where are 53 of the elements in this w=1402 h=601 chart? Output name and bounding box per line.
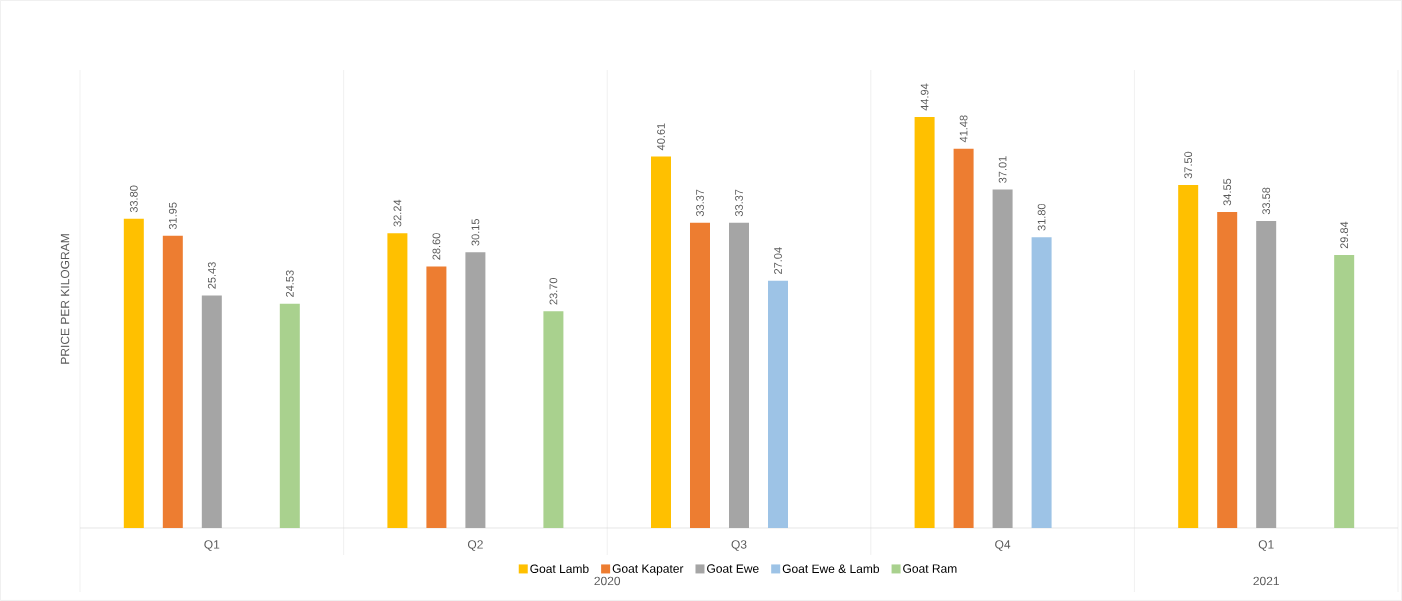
bar	[201, 295, 222, 528]
bar	[1031, 237, 1052, 528]
x-tick-label: Q3	[731, 540, 747, 551]
legend-label: Goat Ewe & Lamb	[782, 564, 880, 573]
bar	[123, 218, 144, 528]
data-label: 30.15	[471, 219, 480, 246]
data-label: 37.01	[998, 156, 1007, 183]
data-label: 44.94	[920, 83, 929, 111]
bar	[162, 235, 183, 528]
bar	[953, 148, 974, 528]
legend-label: Goat Lamb	[530, 564, 589, 573]
bar	[914, 116, 935, 528]
data-label: 33.80	[129, 185, 138, 213]
bar	[651, 156, 671, 528]
legend-label: Goat Kapater	[612, 564, 684, 576]
bar	[426, 266, 447, 528]
data-label: 23.70	[549, 277, 558, 305]
data-label: 25.43	[207, 262, 216, 289]
x-tick-label: Q1	[204, 540, 220, 551]
data-label: 28.60	[432, 233, 441, 260]
bar	[729, 222, 749, 528]
bar	[1256, 220, 1277, 528]
bar	[543, 311, 564, 528]
data-label: 32.24	[393, 199, 402, 227]
x-tick-label: Q4	[995, 540, 1011, 551]
legend-label: Goat Ram	[903, 564, 957, 573]
data-label: 27.04	[774, 247, 782, 274]
data-label: 24.53	[285, 270, 294, 297]
bar	[465, 252, 486, 528]
legend-label: Goat Ewe	[707, 564, 759, 573]
bar	[279, 303, 300, 528]
text: 2020	[594, 576, 621, 586]
bar	[768, 280, 788, 528]
bar	[1334, 255, 1355, 528]
data-label: 40.61	[657, 123, 665, 151]
bar	[690, 222, 710, 528]
data-label: 31.80	[1037, 203, 1046, 231]
data-label: 33.37	[696, 189, 704, 217]
bar	[992, 189, 1013, 528]
x-tick-label: Q2	[467, 540, 483, 551]
data-label: 34.55	[1223, 178, 1232, 206]
data-label: 33.58	[1262, 187, 1271, 215]
data-label: 37.50	[1184, 151, 1193, 179]
data-label: 41.48	[959, 115, 968, 143]
bar	[1178, 185, 1199, 528]
y-axis-title: PRICE PER KILOGRAM	[60, 234, 70, 364]
data-label: 29.84	[1340, 221, 1349, 249]
data-label: 33.37	[735, 189, 743, 217]
x-tick-label: Q1	[1258, 540, 1274, 551]
bar	[387, 233, 408, 528]
data-label: 31.95	[168, 202, 177, 230]
bar	[1217, 212, 1238, 528]
text: 2021	[1253, 576, 1279, 586]
